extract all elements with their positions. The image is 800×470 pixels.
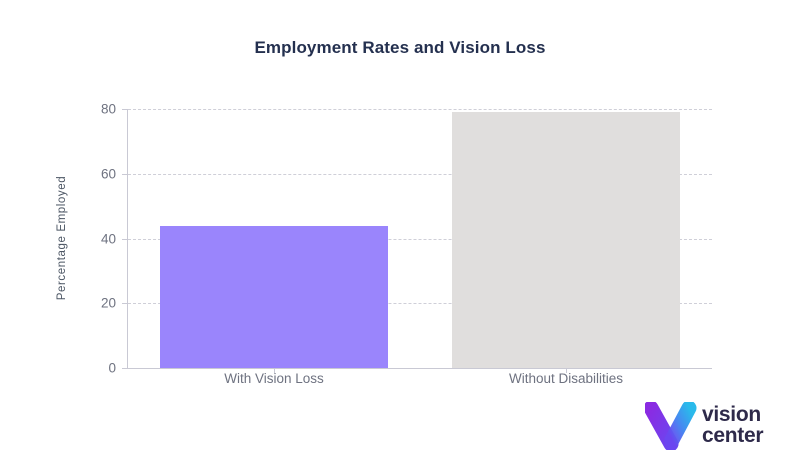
x-axis-line (127, 368, 712, 369)
gridline (128, 238, 712, 240)
y-tick-mark (122, 368, 128, 369)
vision-center-v-logo-icon (645, 401, 697, 450)
y-axis-title: Percentage Employed (56, 175, 68, 301)
plot-area (128, 109, 712, 368)
logo-word-center: center (702, 423, 764, 447)
y-tick-mark (122, 303, 128, 305)
x-tick-mark (274, 368, 275, 373)
y-tick-label: 80 (100, 101, 116, 117)
x-tick-label: With Vision Loss (224, 371, 324, 386)
y-tick-label: 20 (100, 295, 116, 311)
bar-without-disabilities[interactable] (452, 112, 680, 368)
vision-center-logo: vision center (645, 398, 795, 453)
logo-wordmark: vision center (702, 403, 764, 447)
bar-with-vision-loss[interactable] (160, 225, 388, 368)
y-tick-mark (122, 173, 128, 175)
y-tick-label: 0 (108, 360, 116, 376)
x-tick-mark (566, 368, 567, 373)
gridline (128, 173, 712, 175)
x-tick-label: Without Disabilities (508, 371, 624, 386)
gridline (128, 109, 712, 110)
y-tick-mark (122, 109, 128, 110)
gridline (128, 303, 712, 305)
logo-word-vision: vision (702, 403, 761, 427)
y-tick-label: 40 (100, 231, 116, 246)
y-tick-mark (122, 238, 128, 240)
y-tick-label: 60 (100, 166, 116, 182)
chart-title: Employment Rates and Vision Loss (254, 38, 546, 57)
